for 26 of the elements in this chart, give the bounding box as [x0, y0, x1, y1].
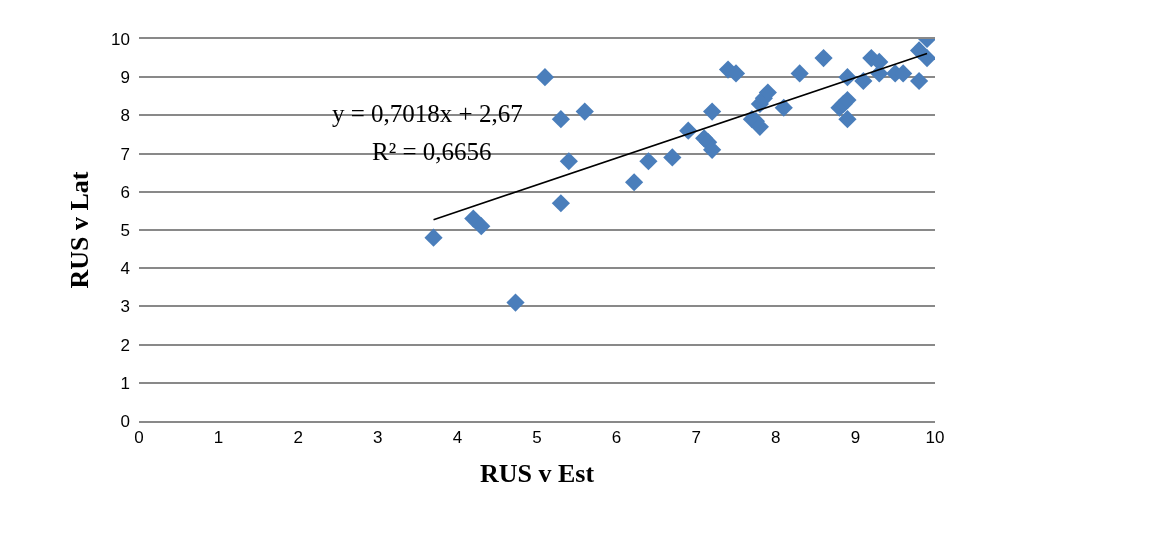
x-tick-label: 7: [691, 428, 701, 448]
x-tick-label: 2: [293, 428, 303, 448]
x-tick-label: 3: [373, 428, 383, 448]
y-tick-label: 3: [120, 297, 130, 317]
x-tick-label: 6: [611, 428, 622, 448]
y-tick-label: 8: [120, 106, 130, 126]
y-tick-label: 0: [120, 411, 130, 431]
y-tick-label: 2: [120, 335, 130, 355]
annotation: y = 0,7018x + 2,67: [332, 100, 523, 127]
x-tick-label: 9: [850, 428, 861, 448]
y-tick-label: 9: [120, 68, 130, 88]
x-tick-label: 0: [134, 428, 144, 448]
y-tick-label: 6: [120, 182, 130, 202]
x-tick-label: 8: [771, 428, 781, 448]
y-tick-label: 7: [120, 144, 130, 164]
x-tick-label: 5: [532, 428, 542, 448]
y-axis-title: RUS v Lat: [65, 171, 95, 289]
y-tick-label: 1: [120, 373, 130, 393]
annotation: R² = 0,6656: [372, 138, 492, 165]
y-tick-label: 5: [120, 220, 130, 240]
x-tick-label: 10: [925, 428, 945, 448]
x-tick-label: 4: [452, 428, 463, 448]
y-tick-label: 4: [120, 259, 130, 279]
x-axis-title: RUS v Est: [479, 459, 595, 489]
x-tick-label: 1: [213, 428, 224, 448]
y-tick-label: 10: [111, 29, 130, 49]
